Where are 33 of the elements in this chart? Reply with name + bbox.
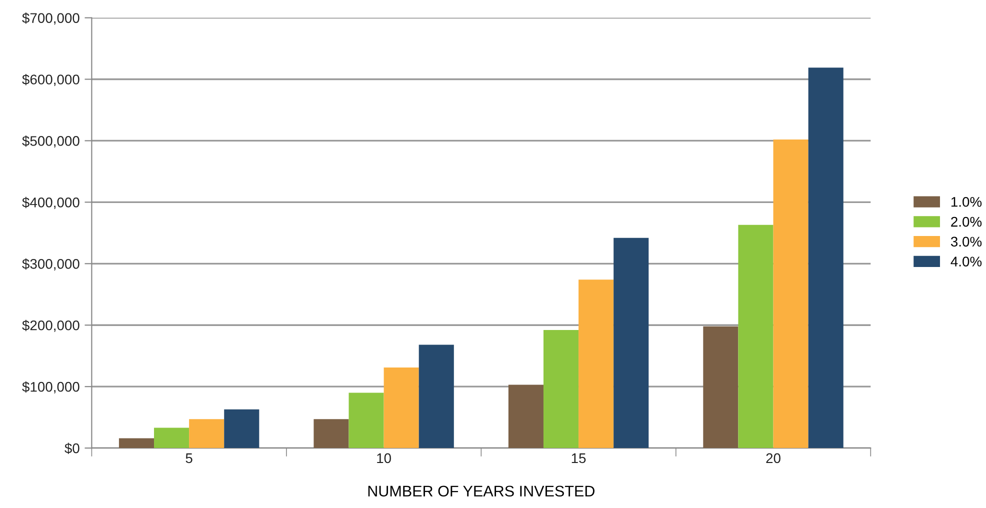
bar: [189, 419, 224, 448]
bar: [224, 409, 260, 448]
bar: [418, 344, 454, 448]
bar: [154, 428, 190, 448]
legend-label: 3.0%: [950, 236, 982, 247]
x-tick-label: 20: [766, 453, 780, 464]
y-tick-label: $600,000: [22, 74, 80, 86]
x-tick-label: 10: [377, 453, 391, 464]
bar: [348, 392, 384, 448]
x-axis-title: NUMBER OF YEARS INVESTED: [368, 486, 594, 497]
bar: [808, 68, 844, 448]
bar: [508, 384, 544, 448]
bar: [578, 280, 614, 448]
y-tick-label: $400,000: [22, 196, 80, 209]
bar: [384, 368, 419, 448]
y-tick-label: $700,000: [22, 12, 80, 25]
bar: [118, 438, 154, 448]
y-tick-label: $200,000: [22, 320, 80, 332]
x-tick-label: 15: [572, 453, 586, 464]
y-tick-label: $0: [64, 442, 80, 454]
y-tick-label: $500,000: [22, 135, 80, 148]
legend-label: 1.0%: [951, 196, 982, 207]
bar: [543, 330, 579, 448]
legend-label: 2.0%: [951, 216, 982, 227]
bar: [738, 224, 774, 448]
legend-label: 4.0%: [950, 256, 982, 266]
y-tick-label: $300,000: [22, 258, 80, 270]
bar: [773, 139, 808, 448]
bar: [314, 419, 349, 448]
bar: [703, 326, 738, 448]
bar: [614, 238, 649, 448]
x-tick-label: 5: [186, 453, 192, 464]
y-tick-label: $100,000: [22, 381, 80, 394]
